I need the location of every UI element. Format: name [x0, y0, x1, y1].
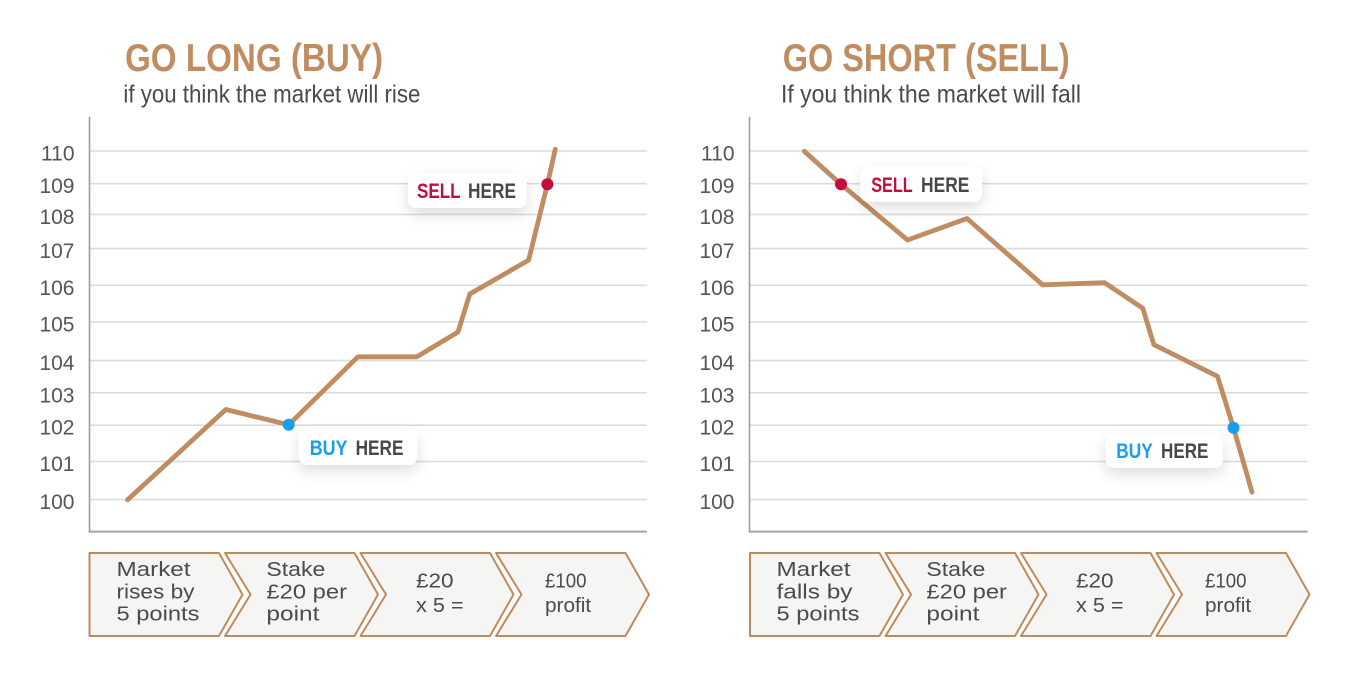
svg-text:Market: Market — [117, 559, 192, 581]
svg-text:if you think the market will r: if you think the market will rise — [123, 81, 420, 109]
svg-text:Market: Market — [777, 559, 852, 581]
svg-text:110: 110 — [701, 142, 734, 165]
svg-text:profit: profit — [1205, 595, 1252, 617]
svg-text:100: 100 — [39, 491, 74, 514]
svg-text:103: 103 — [39, 384, 74, 407]
svg-text:104: 104 — [39, 352, 74, 375]
svg-text:105: 105 — [39, 313, 74, 336]
svg-text:109: 109 — [699, 175, 734, 198]
svg-text:5 points: 5 points — [117, 604, 200, 626]
svg-text:104: 104 — [699, 352, 734, 375]
svg-text:£100: £100 — [1205, 571, 1247, 593]
svg-text:107: 107 — [699, 240, 734, 263]
svg-text:x 5 =: x 5 = — [416, 595, 464, 617]
svg-text:101: 101 — [699, 453, 734, 476]
svg-text:102: 102 — [699, 417, 734, 440]
svg-text:Stake: Stake — [266, 559, 325, 581]
svg-text:109: 109 — [39, 175, 74, 198]
svg-text:BUY: BUY — [1116, 440, 1152, 463]
svg-text:GO LONG (BUY): GO LONG (BUY) — [125, 37, 383, 80]
svg-text:100: 100 — [699, 491, 734, 514]
svg-text:falls by: falls by — [777, 581, 853, 603]
svg-text:HERE: HERE — [1161, 440, 1208, 463]
svg-text:GO SHORT (SELL): GO SHORT (SELL) — [783, 37, 1070, 80]
svg-text:Stake: Stake — [926, 559, 985, 581]
svg-text:HERE: HERE — [356, 437, 404, 460]
svg-text:108: 108 — [699, 206, 734, 229]
svg-text:106: 106 — [39, 277, 74, 300]
svg-text:110: 110 — [41, 142, 74, 165]
svg-text:£20: £20 — [416, 571, 454, 593]
svg-text:107: 107 — [39, 240, 74, 263]
svg-text:x 5 =: x 5 = — [1076, 595, 1124, 617]
svg-text:If you think the market will f: If you think the market will fall — [781, 81, 1081, 109]
svg-text:102: 102 — [39, 417, 74, 440]
svg-text:rises by: rises by — [117, 581, 195, 603]
svg-text:point: point — [266, 604, 320, 626]
svg-text:£100: £100 — [545, 571, 587, 593]
svg-text:£20 per: £20 per — [926, 581, 1007, 603]
svg-text:profit: profit — [545, 595, 592, 617]
svg-text:£20: £20 — [1076, 571, 1114, 593]
svg-text:106: 106 — [699, 277, 734, 300]
svg-text:SELL: SELL — [417, 180, 461, 203]
svg-text:BUY: BUY — [310, 437, 348, 460]
svg-text:point: point — [926, 604, 980, 626]
svg-text:103: 103 — [699, 384, 734, 407]
svg-text:£20 per: £20 per — [266, 581, 347, 603]
svg-text:SELL: SELL — [871, 174, 913, 197]
svg-text:105: 105 — [699, 313, 734, 336]
svg-text:HERE: HERE — [921, 174, 969, 197]
svg-text:108: 108 — [39, 206, 74, 229]
svg-text:5 points: 5 points — [777, 604, 860, 626]
svg-text:101: 101 — [39, 453, 74, 476]
svg-text:HERE: HERE — [468, 180, 516, 203]
